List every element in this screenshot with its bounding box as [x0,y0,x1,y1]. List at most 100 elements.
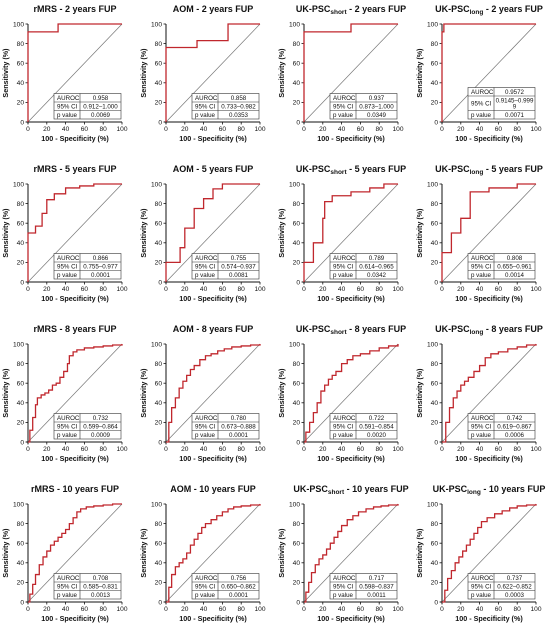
x-tick-label: 20 [457,286,465,293]
stats-value: 0.866 [93,255,109,262]
stats-label: p value [471,272,492,279]
y-tick-label: 60 [17,61,25,68]
x-tick-label: 0 [26,126,30,133]
y-tick-label: 60 [431,381,439,388]
x-tick-label: 20 [43,446,51,453]
stats-label: 95% CI [195,103,216,110]
chart-title: UK-PSClong - 2 years FUP [435,4,543,16]
chart-title-main: UK-PSC [296,4,331,14]
stats-value: 0.598–0.837 [359,583,394,590]
y-tick-label: 0 [158,279,162,286]
stats-value: 0.0020 [367,432,386,439]
y-tick-label: 60 [293,381,301,388]
stats-table-box [53,253,122,280]
roc-curve [166,504,261,603]
x-tick-label: 80 [100,286,108,293]
x-tick-label: 0 [164,606,168,613]
chart-title-main: UK-PSC [296,324,331,334]
y-tick-label: 20 [17,260,25,267]
roc-chart-svg: rMRS - 2 years FUP 00 20 20 40 40 60 60 80 80 100 1… [1,4,128,143]
stats-table-box [329,573,398,600]
roc-curve [165,183,260,282]
y-tick-label: 60 [17,221,25,228]
stats-value: 0.9572 [505,89,524,96]
stats-value: 0.858 [231,95,247,102]
stats-value: 0.755–0.977 [83,263,118,270]
stats-table-box [467,87,536,120]
stats-table-box [329,93,398,120]
x-tick-label: 40 [62,126,70,133]
x-tick-label: 80 [238,126,246,133]
x-tick-label: 20 [181,606,189,613]
reference-diagonal [303,23,399,123]
roc-curve [28,503,122,603]
reference-diagonal [27,503,123,603]
chart-title-subscript: long [470,169,484,176]
stats-value: 0.599–0.864 [83,423,118,430]
roc-curve [442,344,537,443]
x-tick-label: 60 [495,286,503,293]
y-tick-label: 60 [155,61,163,68]
y-tick-label: 80 [293,41,301,48]
x-tick-label: 100 [254,126,265,133]
x-axis-label: 100 - Specificity (%) [317,454,385,463]
chart-title-rest: - 2 years FUP [347,4,407,14]
roc-chart-svg: UK-PSClong - 2 years FUP 00 20 20 40 40 60 60 80… [415,4,543,143]
x-axis-label: 100 - Specificity (%) [317,134,385,143]
x-axis-label: 100 - Specificity (%) [41,294,109,303]
y-tick-label: 0 [434,119,438,126]
x-tick-label: 100 [530,446,541,453]
roc-chart-svg: rMRS - 8 years FUP 00 20 20 40 40 60 60 80 80 100 1… [1,324,128,463]
x-axis-label: 100 - Specificity (%) [455,614,523,623]
reference-diagonal [27,23,123,123]
y-tick-label: 80 [431,201,439,208]
x-tick-label: 60 [357,606,365,613]
y-tick-label: 20 [17,580,25,587]
reference-diagonal [441,183,537,283]
x-tick-label: 80 [100,446,108,453]
x-axis-label: 100 - Specificity (%) [455,294,523,303]
stats-table-box [191,93,260,120]
x-tick-label: 40 [338,606,346,613]
stats-value: 0.733–0.982 [221,103,256,110]
stats-value: 0.912–1.000 [83,103,118,110]
x-tick-label: 80 [100,606,108,613]
stats-table-box [467,253,536,280]
x-tick-label: 100 [530,606,541,613]
y-tick-label: 80 [17,41,25,48]
reference-diagonal [165,23,261,123]
chart-title-subscript: short [330,169,347,176]
stats-value: 0.0071 [505,112,524,119]
y-tick-label: 0 [158,439,162,446]
roc-chart-svg: UK-PSCshort - 10 years FUP 00 20 20 40 40 60 60… [277,484,409,623]
y-tick-label: 20 [293,100,301,107]
y-axis-label: Sensitivity (%) [139,528,148,578]
x-tick-label: 80 [514,446,522,453]
roc-chart-svg: UK-PSCshort - 5 years FUP 00 20 20 40 40 60 60 8… [277,164,406,303]
chart-title: UK-PSCshort - 8 years FUP [296,324,406,336]
stats-label: 95% CI [57,423,78,430]
y-axis-label: Sensitivity (%) [415,208,424,258]
y-tick-label: 100 [427,341,438,348]
roc-chart-svg: UK-PSCshort - 8 years FUP 00 20 20 40 40 60 60 8… [277,324,406,463]
x-tick-label: 80 [376,446,384,453]
x-tick-label: 80 [238,446,246,453]
y-tick-label: 20 [155,580,163,587]
roc-chart-svg: UK-PSClong - 10 years FUP 00 20 20 40 40 60 60 8… [415,484,545,623]
y-tick-label: 80 [155,201,163,208]
stats-value: 0.591–0.854 [359,423,394,430]
chart-title-rest: - 8 years FUP [347,324,407,334]
y-tick-label: 40 [431,400,439,407]
x-tick-label: 80 [238,606,246,613]
x-tick-label: 100 [392,286,403,293]
x-tick-label: 80 [514,286,522,293]
stats-label: 95% CI [471,583,492,590]
y-tick-label: 80 [431,361,439,368]
roc-chart-svg: UK-PSClong - 8 years FUP 00 20 20 40 40 60 60 80… [415,324,543,463]
roc-panel: UK-PSClong - 8 years FUP 0 0 20 20 40 40 60 60 80… [414,320,550,479]
y-tick-label: 60 [17,541,25,548]
x-tick-label: 60 [81,286,89,293]
x-tick-label: 20 [181,126,189,133]
stats-label: AUROC [333,255,356,262]
stats-label: p value [333,432,354,439]
